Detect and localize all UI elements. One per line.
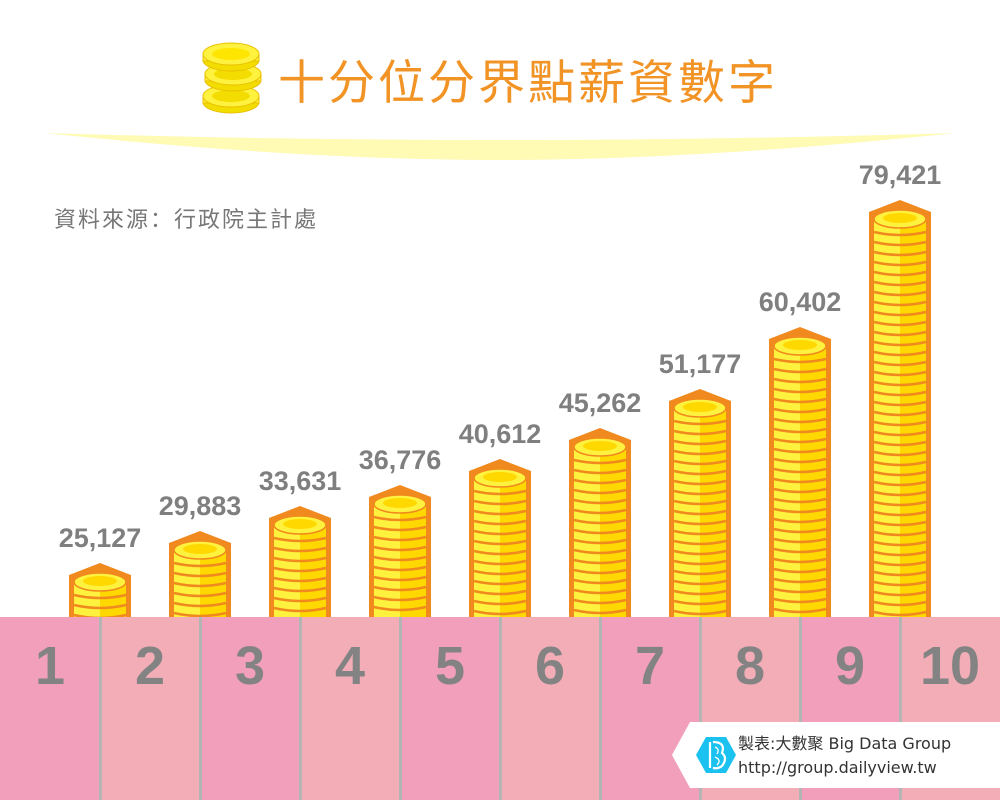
credit-line-url[interactable]: http://group.dailyview.tw: [738, 758, 937, 777]
coin-stack-bar: [569, 428, 631, 617]
decile-number: 8: [734, 636, 766, 696]
decile-column-1: 1: [0, 617, 100, 800]
coin-stack-bar: [469, 459, 531, 617]
decile-column-4: 4: [300, 617, 400, 800]
value-label: 60,402: [758, 287, 842, 317]
decile-column-3: 3: [200, 617, 300, 800]
decile-number: 10: [919, 636, 981, 696]
column-divider: [899, 617, 902, 800]
column-divider: [799, 617, 802, 800]
value-label: 51,177: [658, 349, 742, 379]
value-label: 36,776: [358, 445, 442, 475]
decile-number: 9: [834, 636, 866, 696]
coin-stack-icon: [202, 42, 262, 114]
decile-column-6: 6: [500, 617, 600, 800]
decile-number: 4: [334, 636, 366, 696]
coin-stack-bar: [169, 531, 231, 617]
column-divider: [99, 617, 102, 800]
decile-number: 6: [534, 636, 566, 696]
credit-line-maker: 製表:大數聚 Big Data Group: [738, 734, 952, 753]
coin-stack-bar: [369, 485, 431, 617]
value-label: 29,883: [158, 491, 242, 521]
value-label: 45,262: [558, 388, 642, 418]
coin-stack-bar: [269, 506, 331, 617]
data-source-label: 資料來源：行政院主計處: [54, 208, 319, 233]
decile-number: 7: [634, 636, 666, 696]
value-label: 40,612: [458, 419, 542, 449]
value-label: 33,631: [258, 466, 342, 496]
column-divider: [499, 617, 502, 800]
page-title: 十分位分界點薪資數字: [278, 55, 778, 111]
coin-stack-bar: [669, 389, 731, 617]
column-divider: [199, 617, 202, 800]
decile-number: 5: [434, 636, 466, 696]
coin-stack-bar: [869, 200, 931, 617]
decile-column-5: 5: [400, 617, 500, 800]
decile-number: 3: [234, 636, 266, 696]
value-label: 25,127: [58, 523, 142, 553]
column-divider: [599, 617, 602, 800]
decile-column-2: 2: [100, 617, 200, 800]
coin-stack-bar: [69, 563, 131, 617]
coin-stack-bar: [769, 327, 831, 617]
big-data-group-logo-icon: [696, 737, 736, 773]
decorative-swoosh: [45, 133, 955, 160]
decile-number: 1: [34, 636, 66, 696]
column-divider: [699, 617, 702, 800]
title-block: 十分位分界點薪資數字: [200, 38, 778, 118]
column-divider: [399, 617, 402, 800]
value-label: 79,421: [858, 160, 942, 190]
column-divider: [299, 617, 302, 800]
credit-badge: 製表:大數聚 Big Data Group http://group.daily…: [672, 722, 1000, 788]
decile-number: 2: [134, 636, 166, 696]
credit-background: [672, 722, 1000, 788]
